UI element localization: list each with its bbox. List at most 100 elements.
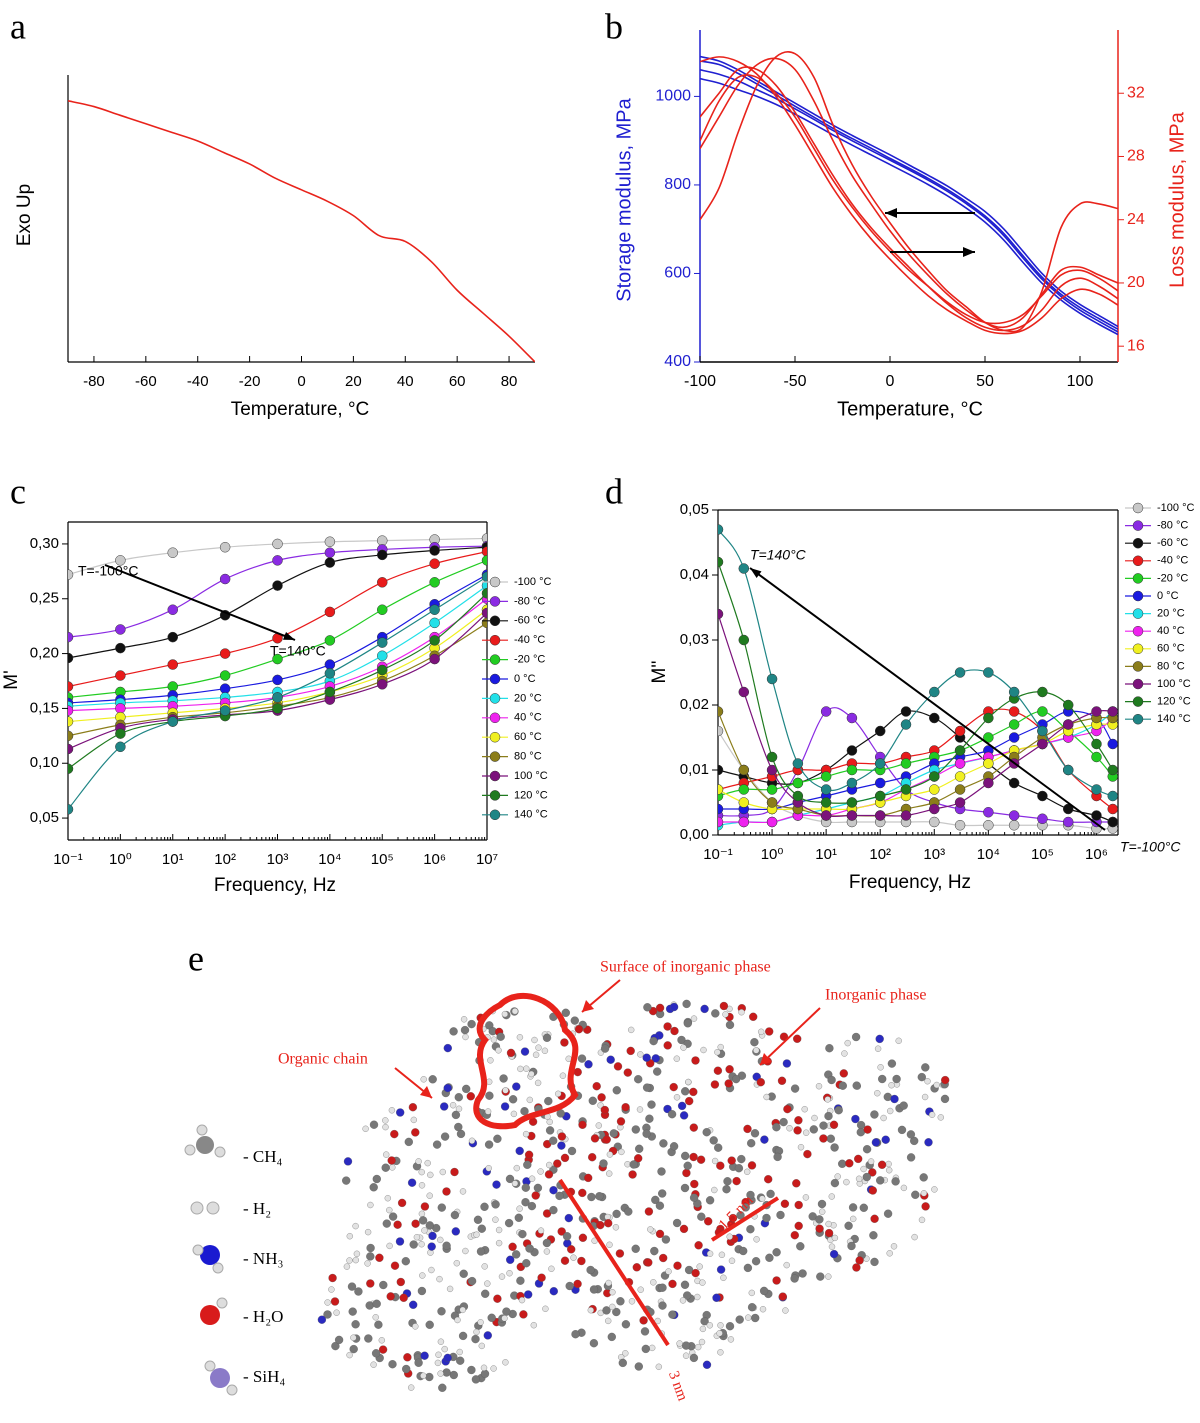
atom (418, 1168, 425, 1176)
data-point (219, 541, 231, 553)
atom (685, 1096, 694, 1106)
data-point (324, 557, 336, 568)
data-point (1091, 784, 1102, 795)
atom (480, 1369, 490, 1378)
data-point (929, 816, 940, 828)
atom (878, 1074, 887, 1084)
x-tick-label: 10⁷ (476, 851, 498, 868)
atom (651, 1195, 660, 1205)
atom (738, 1009, 745, 1016)
atom (466, 1092, 475, 1101)
atom (412, 1323, 419, 1330)
atom (606, 1055, 615, 1064)
data-point (1008, 810, 1020, 821)
atom (699, 1279, 706, 1286)
atom (443, 1083, 452, 1093)
atom (792, 1179, 801, 1188)
y-axis-label: Exo Up (14, 184, 35, 246)
atom (484, 1280, 491, 1287)
atom (867, 1158, 875, 1165)
data-point (1037, 738, 1048, 750)
data-point (846, 810, 858, 821)
atom (418, 1241, 425, 1248)
atom (797, 1144, 805, 1151)
legend-label: - H₂O (243, 1307, 283, 1326)
legend-swatch (1132, 643, 1144, 655)
atom (725, 1020, 735, 1030)
atom (746, 1190, 755, 1200)
legend-label: - H₂ (243, 1199, 271, 1218)
x-tick-label: 10² (869, 846, 891, 863)
data-point (167, 716, 178, 727)
atom (420, 1351, 429, 1360)
y-tick-label: 800 (664, 176, 691, 193)
legend-label: 40 °C (514, 712, 542, 724)
legend-label: - CH₄ (243, 1147, 283, 1166)
atom (725, 1065, 734, 1074)
atom (834, 1173, 841, 1180)
atom (765, 1253, 774, 1262)
atom (567, 1146, 577, 1156)
atom (829, 1120, 839, 1129)
atom (868, 1186, 877, 1195)
atom (499, 1074, 508, 1083)
atom (506, 1048, 516, 1058)
atom (870, 1214, 879, 1223)
atom (931, 1186, 938, 1193)
distance-label: 3 nm (665, 1369, 691, 1403)
atom (411, 1128, 420, 1137)
data-point (820, 797, 832, 808)
atom (747, 1139, 756, 1148)
atom (516, 1276, 525, 1285)
atom (700, 1046, 707, 1054)
atom (567, 1245, 576, 1254)
atom (354, 1287, 363, 1296)
atom (639, 1316, 648, 1325)
atom (443, 1043, 452, 1053)
atom (440, 1102, 449, 1111)
atom (683, 1019, 692, 1028)
x-axis-label: Temperature, °C (231, 399, 370, 420)
atom (920, 1190, 928, 1197)
atom (473, 1215, 483, 1224)
data-point (68, 716, 74, 727)
atom (531, 1191, 540, 1200)
atom (346, 1233, 353, 1240)
atom (941, 1075, 950, 1085)
atom (328, 1273, 337, 1283)
atom (672, 1218, 682, 1228)
data-point (429, 653, 440, 665)
annotation: T=140°C (270, 643, 326, 659)
atom (372, 1314, 379, 1321)
x-tick-label: 10³ (267, 851, 289, 868)
atom (504, 1218, 514, 1228)
data-point (954, 771, 966, 782)
data-point (1091, 706, 1102, 717)
atom (734, 1164, 744, 1173)
atom (450, 1167, 459, 1177)
atom (399, 1293, 408, 1302)
data-point (983, 777, 994, 789)
atom (635, 1144, 644, 1153)
atom (649, 1344, 656, 1352)
atom (679, 1297, 687, 1304)
atom (928, 1111, 936, 1118)
atom (565, 1281, 574, 1291)
atom (621, 1320, 631, 1329)
atom (549, 1287, 558, 1296)
atom (382, 1219, 391, 1228)
data-point (324, 686, 336, 698)
data-point (874, 725, 886, 737)
atom (542, 1033, 552, 1042)
legend-label: 60 °C (1157, 643, 1185, 655)
atom (694, 1241, 703, 1250)
atom (790, 1231, 799, 1240)
legend-swatch (1132, 573, 1144, 584)
atom (670, 1026, 679, 1036)
legend-swatch (489, 770, 501, 782)
atom (366, 1279, 375, 1288)
atom (647, 1100, 656, 1109)
atom (462, 1033, 469, 1041)
data-point (900, 810, 912, 821)
atom (637, 1051, 644, 1058)
